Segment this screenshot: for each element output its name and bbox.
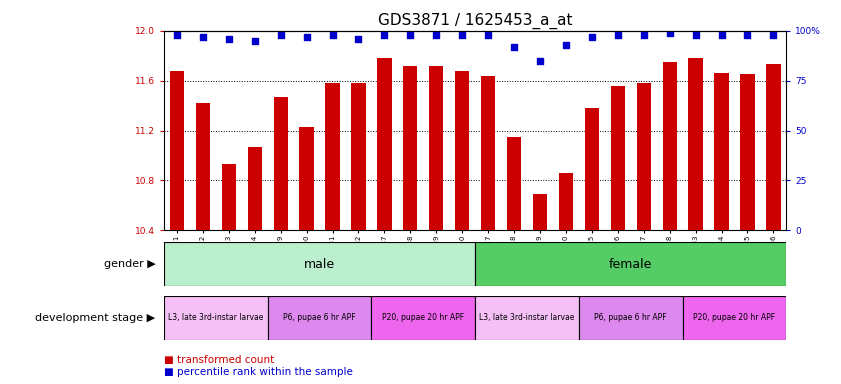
Bar: [507, 137, 521, 230]
Point: [767, 31, 780, 38]
Text: L3, late 3rd-instar larvae: L3, late 3rd-instar larvae: [168, 313, 263, 322]
Text: P6, pupae 6 hr APF: P6, pupae 6 hr APF: [595, 313, 667, 322]
Bar: [196, 103, 210, 230]
Point: [559, 41, 573, 48]
Text: male: male: [304, 258, 336, 270]
Point: [404, 31, 417, 38]
Point: [352, 36, 365, 42]
Text: female: female: [609, 258, 653, 270]
Bar: [611, 86, 625, 230]
Bar: [164, 296, 267, 340]
Bar: [403, 66, 417, 230]
Bar: [273, 97, 288, 230]
Bar: [325, 83, 340, 230]
Bar: [584, 108, 599, 230]
Bar: [533, 194, 547, 230]
Point: [170, 31, 183, 38]
Point: [248, 38, 262, 44]
Point: [430, 31, 443, 38]
Point: [637, 31, 650, 38]
Point: [481, 31, 495, 38]
Bar: [481, 76, 495, 230]
Text: gender ▶: gender ▶: [103, 259, 156, 269]
Bar: [637, 83, 651, 230]
Point: [663, 30, 676, 36]
Text: ■ transformed count: ■ transformed count: [164, 355, 274, 365]
Point: [741, 31, 754, 38]
Text: P20, pupae 20 hr APF: P20, pupae 20 hr APF: [383, 313, 464, 322]
Point: [325, 31, 339, 38]
Bar: [475, 242, 786, 286]
Text: P20, pupae 20 hr APF: P20, pupae 20 hr APF: [694, 313, 775, 322]
Bar: [267, 296, 372, 340]
Bar: [378, 58, 392, 230]
Bar: [429, 66, 443, 230]
Bar: [247, 147, 262, 230]
Point: [507, 44, 521, 50]
Text: ■ percentile rank within the sample: ■ percentile rank within the sample: [164, 367, 353, 377]
Point: [222, 36, 235, 42]
Point: [378, 31, 391, 38]
Point: [689, 31, 702, 38]
Bar: [766, 65, 780, 230]
Title: GDS3871 / 1625453_a_at: GDS3871 / 1625453_a_at: [378, 13, 573, 29]
Bar: [455, 71, 469, 230]
Bar: [663, 62, 677, 230]
Point: [300, 34, 314, 40]
Bar: [352, 83, 366, 230]
Bar: [683, 296, 786, 340]
Bar: [579, 296, 683, 340]
Point: [533, 58, 547, 64]
Bar: [372, 296, 475, 340]
Bar: [689, 58, 703, 230]
Bar: [475, 296, 579, 340]
Bar: [558, 173, 573, 230]
Bar: [170, 71, 184, 230]
Point: [274, 31, 288, 38]
Point: [456, 31, 469, 38]
Bar: [222, 164, 236, 230]
Text: P6, pupae 6 hr APF: P6, pupae 6 hr APF: [283, 313, 356, 322]
Point: [715, 31, 728, 38]
Point: [585, 34, 599, 40]
Bar: [740, 74, 754, 230]
Point: [611, 31, 625, 38]
Text: L3, late 3rd-instar larvae: L3, late 3rd-instar larvae: [479, 313, 574, 322]
Bar: [714, 73, 728, 230]
Bar: [164, 242, 475, 286]
Text: development stage ▶: development stage ▶: [35, 313, 156, 323]
Bar: [299, 127, 314, 230]
Point: [196, 34, 209, 40]
